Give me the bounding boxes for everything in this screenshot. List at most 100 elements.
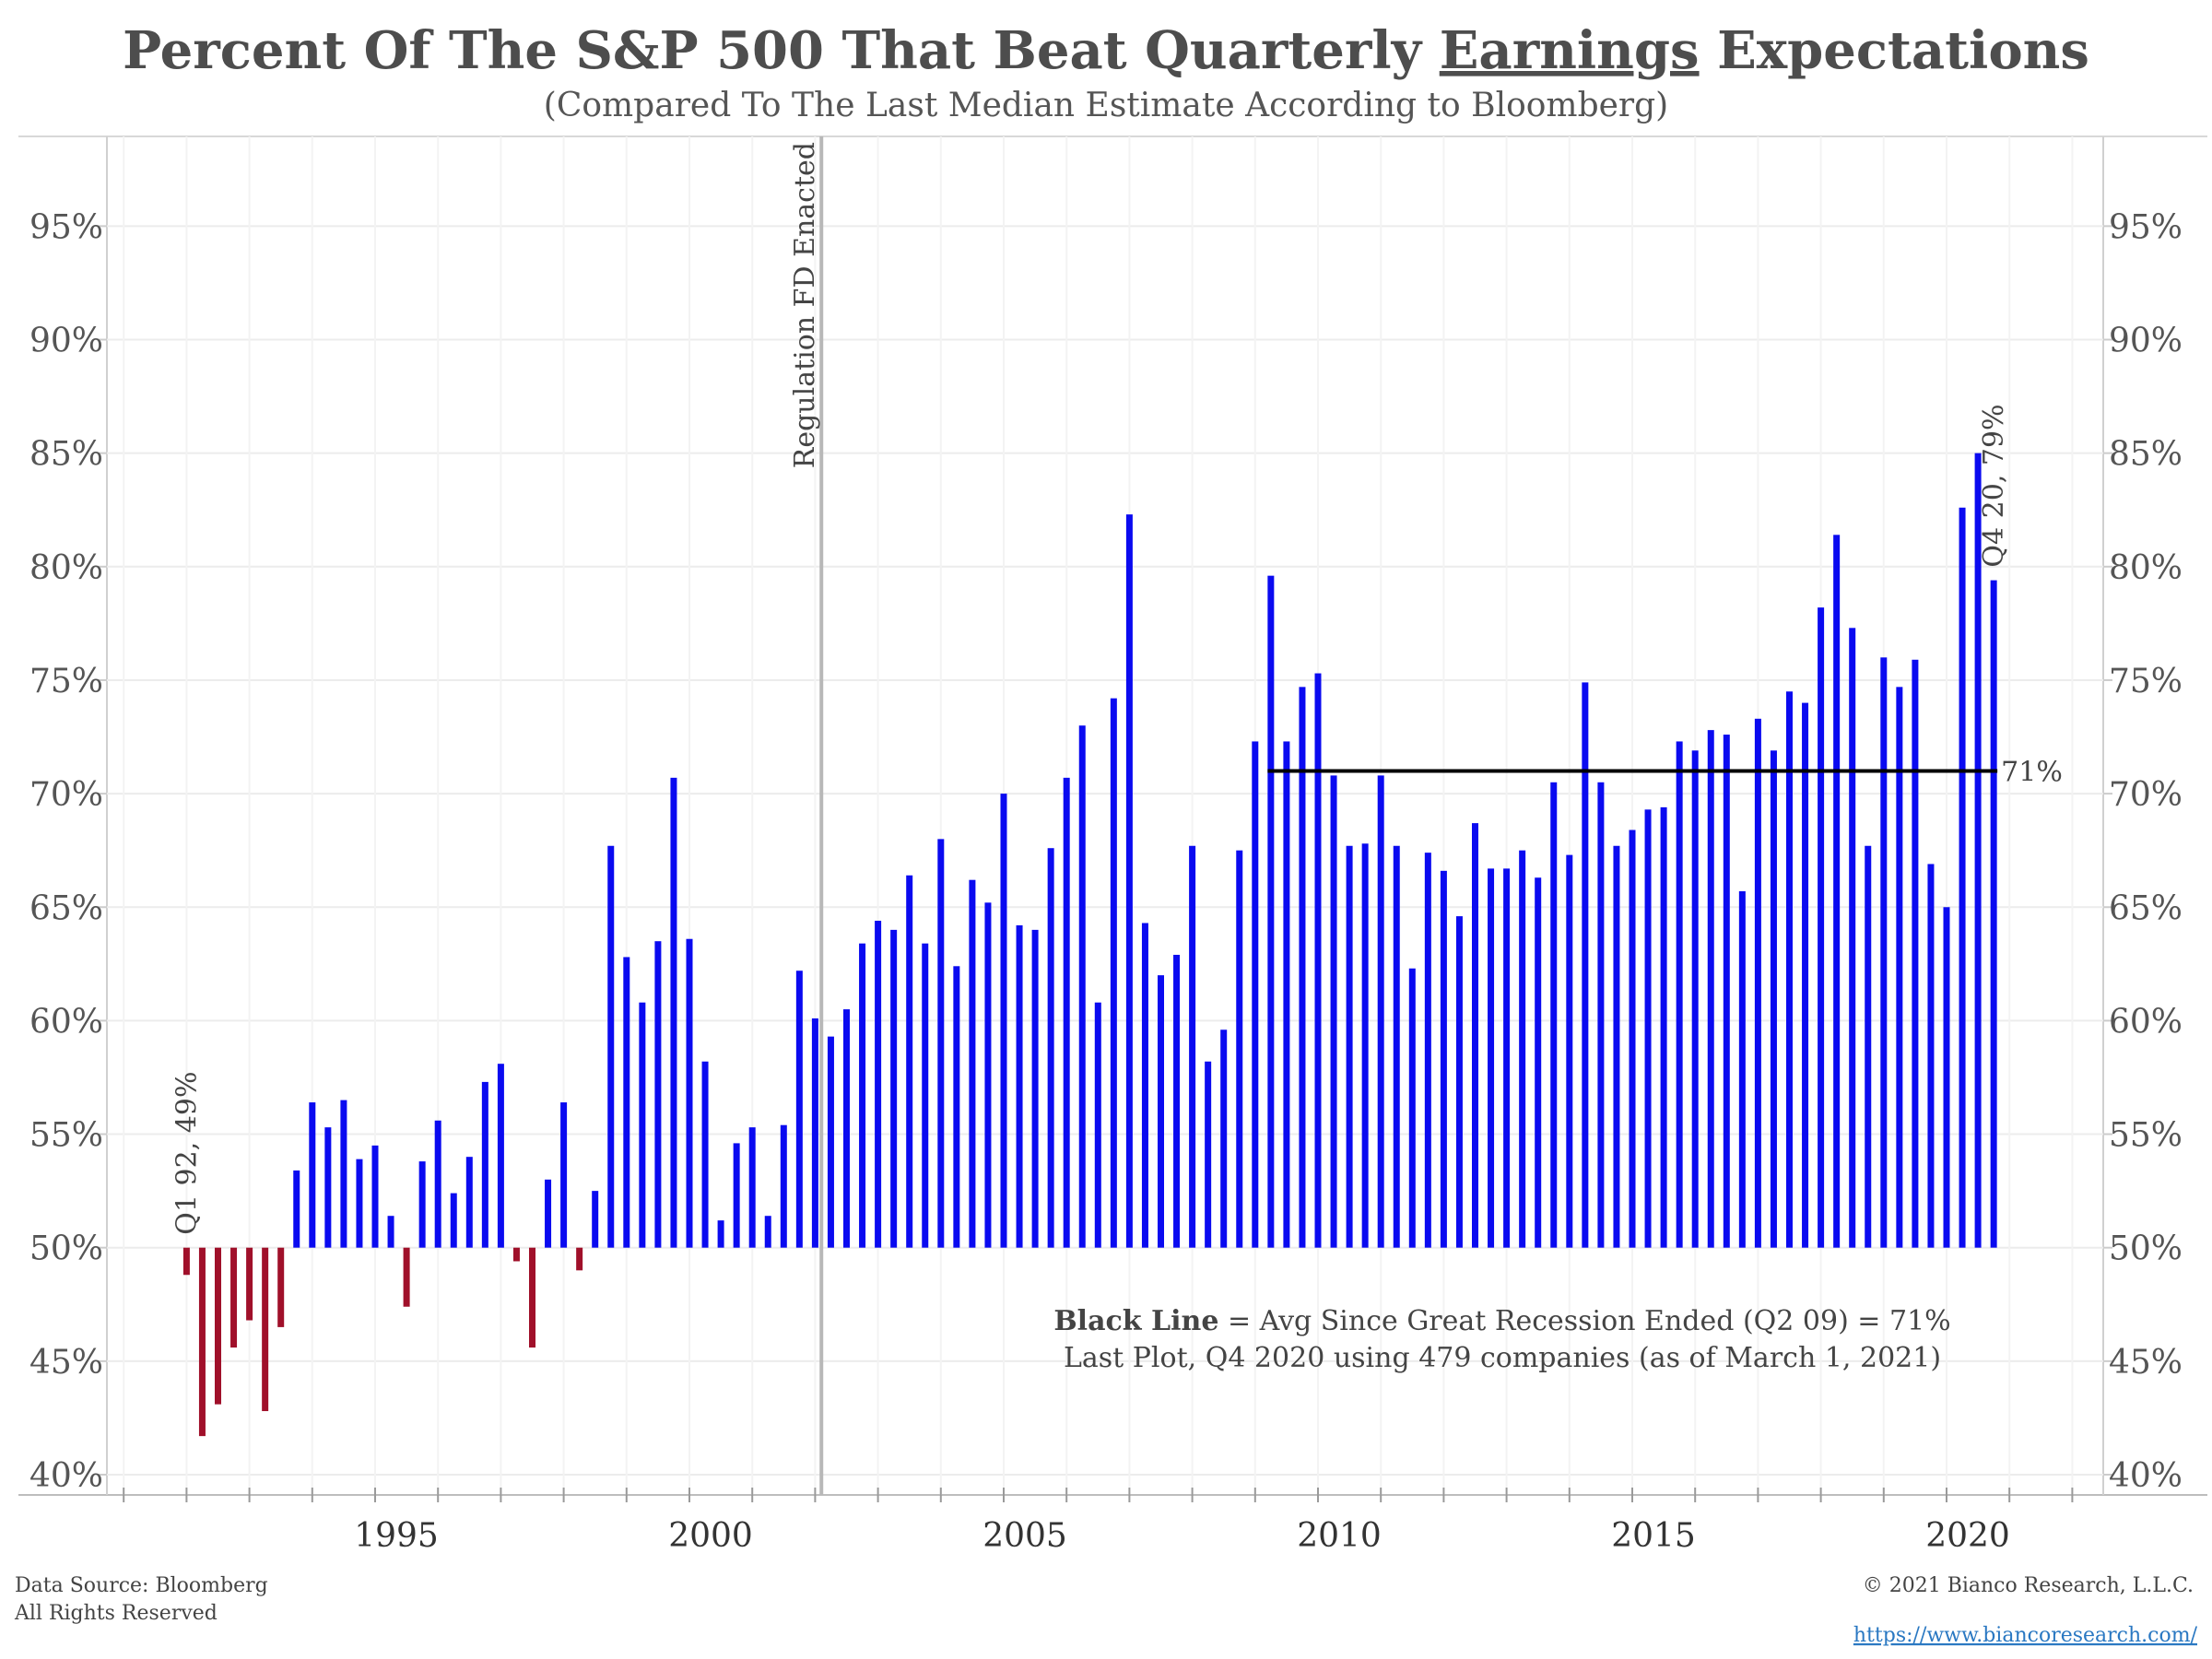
bar	[1078, 725, 1086, 1248]
note-bold: Black Line	[1053, 1305, 1218, 1337]
bar	[309, 1102, 316, 1248]
bar	[1314, 673, 1322, 1248]
bar	[1252, 741, 1259, 1248]
bar	[592, 1191, 599, 1248]
y-tick-label-right: 55%	[2109, 1117, 2183, 1155]
bar	[984, 902, 992, 1248]
title-part-3: Expectations	[1700, 20, 2089, 81]
x-tick-label: 2000	[668, 1517, 753, 1555]
y-tick-label-left: 70%	[29, 776, 103, 814]
chart-title: Percent Of The S&P 500 That Beat Quarter…	[123, 20, 2089, 81]
bar	[717, 1220, 724, 1248]
bar	[1959, 507, 1966, 1248]
note-rest: = Avg Since Great Recession Ended (Q2 09…	[1218, 1305, 1950, 1337]
bar	[1016, 924, 1023, 1248]
x-tick-label: 1995	[354, 1517, 439, 1555]
bar	[1519, 850, 1526, 1248]
bar	[1927, 864, 1935, 1248]
bar	[1943, 907, 1950, 1248]
bar	[182, 1247, 190, 1276]
bar	[1173, 954, 1181, 1248]
bar	[481, 1081, 488, 1248]
bar	[1582, 682, 1589, 1248]
bar	[1660, 806, 1667, 1248]
regulation-fd-label: Regulation FD Enacted	[789, 142, 821, 468]
y-tick-label-left: 60%	[29, 1003, 103, 1041]
bar	[1912, 659, 1919, 1248]
bar	[1110, 698, 1117, 1248]
bar	[1849, 628, 1856, 1248]
first-point-label: Q1 92, 49%	[171, 1072, 203, 1235]
bar	[1283, 741, 1290, 1248]
bar	[654, 941, 662, 1248]
bar	[1613, 845, 1620, 1248]
bar	[1833, 535, 1841, 1248]
bar	[1566, 854, 1573, 1248]
y-tick-label-right: 60%	[2109, 1003, 2183, 1041]
bar	[795, 971, 803, 1248]
bar	[215, 1247, 221, 1405]
bar	[324, 1127, 332, 1248]
bar	[1205, 1061, 1212, 1248]
bar	[733, 1143, 740, 1248]
bar	[953, 966, 960, 1248]
y-tick-label-left: 95%	[29, 208, 103, 246]
bar	[340, 1100, 347, 1248]
y-tick-label-right: 90%	[2109, 323, 2183, 360]
footer-link[interactable]: https://www.biancoresearch.com/	[1853, 1624, 2198, 1647]
bar	[1691, 750, 1699, 1248]
bar	[686, 938, 693, 1248]
x-tick-label: 2015	[1611, 1517, 1696, 1555]
y-tick-label-left: 45%	[29, 1344, 103, 1382]
bar	[465, 1157, 473, 1248]
bar	[1141, 923, 1148, 1248]
bar	[246, 1247, 253, 1321]
y-tick-label-right: 70%	[2109, 776, 2183, 814]
bar	[1063, 777, 1070, 1248]
bar	[1472, 823, 1478, 1248]
bar	[1629, 830, 1636, 1248]
bar	[607, 845, 615, 1248]
bar	[1299, 687, 1306, 1248]
bar	[1865, 845, 1872, 1248]
bar	[1455, 916, 1463, 1248]
y-tick-label-right: 40%	[2109, 1457, 2183, 1495]
gridlines	[98, 136, 2112, 1495]
bar	[1189, 845, 1196, 1248]
bar	[1754, 718, 1761, 1248]
bar	[230, 1247, 238, 1348]
bar	[1488, 868, 1495, 1248]
bar	[434, 1120, 441, 1248]
bar	[545, 1179, 552, 1248]
bar	[1000, 794, 1007, 1248]
bar	[198, 1247, 206, 1437]
bar	[450, 1193, 457, 1248]
bar	[1770, 750, 1777, 1248]
bar	[1644, 809, 1652, 1248]
bar	[906, 875, 913, 1248]
bar	[937, 839, 945, 1248]
bar	[639, 1002, 646, 1248]
bar	[1031, 929, 1039, 1248]
bar	[1047, 848, 1054, 1248]
note-line-2: Last Plot, Q4 2020 using 479 companies (…	[1064, 1342, 1941, 1374]
bar	[875, 921, 882, 1248]
y-tick-label-right: 75%	[2109, 663, 2183, 700]
bar	[1818, 607, 1825, 1248]
bar	[1802, 702, 1809, 1248]
bar	[1786, 691, 1793, 1248]
bar	[1346, 845, 1353, 1248]
bar	[1236, 850, 1243, 1248]
bar	[418, 1161, 426, 1248]
bar	[560, 1102, 568, 1248]
bar	[748, 1127, 756, 1248]
x-tick-label: 2020	[1925, 1517, 2010, 1555]
bar	[1094, 1002, 1101, 1248]
y-axis-right: 40% 45% 50% 55% 60% 65% 70% 75% 80% 85% 90% 95%	[2109, 208, 2183, 1495]
bar	[387, 1216, 394, 1248]
last-point-label: Q4 20, 79%	[1978, 404, 2010, 567]
x-tick-label: 2005	[982, 1517, 1067, 1555]
bar	[1707, 730, 1714, 1248]
